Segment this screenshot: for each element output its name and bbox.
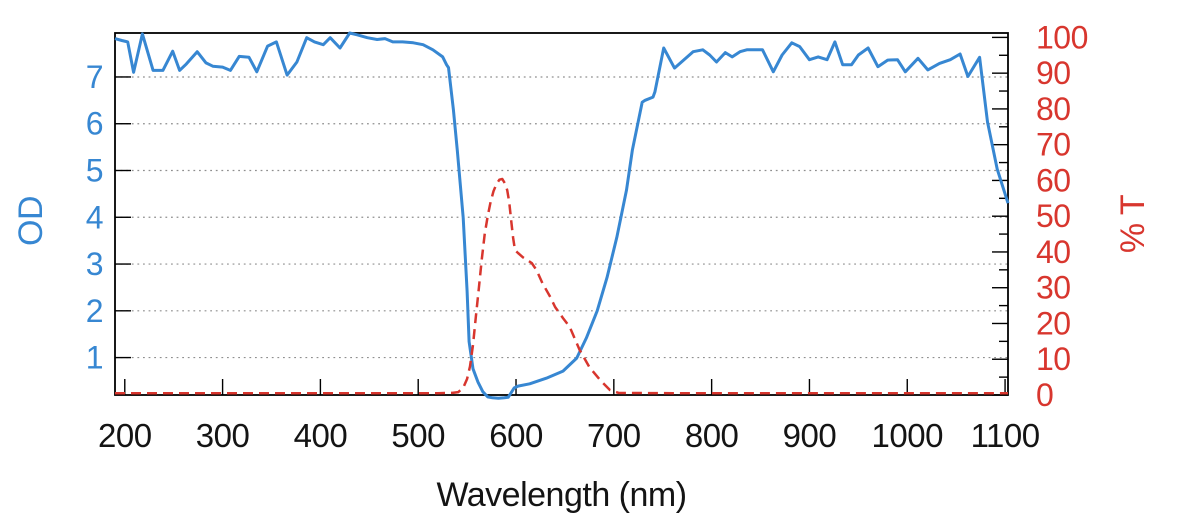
transmission-curve xyxy=(115,177,1008,395)
plot-frame xyxy=(114,32,1009,396)
right-tick-label: 10 xyxy=(1036,341,1071,377)
x-tick-label: 400 xyxy=(294,417,348,454)
left-tick-label: 7 xyxy=(86,59,103,95)
x-tick-label: 1000 xyxy=(872,417,944,454)
right-tick-label: 40 xyxy=(1036,234,1071,270)
x-tick-label: 500 xyxy=(391,417,445,454)
left-tick-label: 4 xyxy=(86,199,103,235)
left-tick-label: 2 xyxy=(86,293,103,329)
left-tick-label: 3 xyxy=(86,246,103,282)
right-tick-label: 60 xyxy=(1036,162,1071,198)
x-tick-label: 1100 xyxy=(971,417,1040,454)
right-tick-label: 50 xyxy=(1036,198,1071,234)
x-tick-label: 900 xyxy=(783,417,837,454)
left-tick-label: 5 xyxy=(86,153,103,189)
left-tick-label: 6 xyxy=(86,106,103,142)
x-tick-label: 200 xyxy=(98,417,152,454)
right-tick-label: 70 xyxy=(1036,127,1071,163)
x-tick-label: 600 xyxy=(489,417,543,454)
x-tick-label: 700 xyxy=(587,417,641,454)
right-axis-title: % T xyxy=(1114,195,1152,253)
right-tick-label: 0 xyxy=(1036,377,1053,413)
x-tick-label: 300 xyxy=(196,417,250,454)
right-tick-label: 90 xyxy=(1036,55,1071,91)
right-tick-label: 30 xyxy=(1036,270,1071,306)
right-tick-label: 100 xyxy=(1036,19,1088,55)
left-axis-title: OD xyxy=(12,196,50,246)
right-tick-label: 80 xyxy=(1036,91,1071,127)
x-tick-label: 800 xyxy=(685,417,739,454)
right-tick-label: 20 xyxy=(1036,305,1071,341)
x-axis-title: Wavelength (nm) xyxy=(436,476,686,514)
left-tick-label: 1 xyxy=(86,340,103,376)
od-curve xyxy=(114,31,1010,400)
